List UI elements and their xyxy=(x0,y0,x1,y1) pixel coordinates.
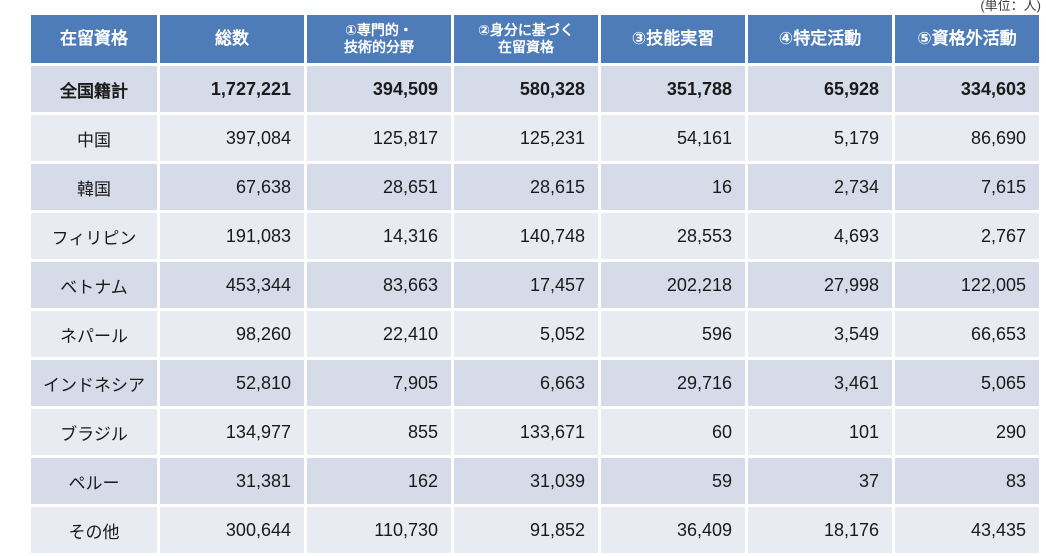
column-header-residence-status: 在留資格 xyxy=(28,12,160,66)
column-header-outside-qualification: ⑤資格外活動 xyxy=(892,12,1042,66)
data-cell: 351,788 xyxy=(598,63,748,115)
data-cell: 122,005 xyxy=(892,259,1042,311)
table-row-korea: 韓国 67,638 28,651 28,615 16 2,734 7,615 xyxy=(28,161,1042,213)
data-cell: 596 xyxy=(598,308,748,360)
data-cell: 162 xyxy=(304,455,454,507)
table-row-peru: ペルー 31,381 162 31,039 59 37 83 xyxy=(28,455,1042,507)
data-cell: 5,179 xyxy=(745,112,895,164)
data-cell: 22,410 xyxy=(304,308,454,360)
data-cell: 580,328 xyxy=(451,63,601,115)
data-cell: 2,767 xyxy=(892,210,1042,262)
data-cell: 14,316 xyxy=(304,210,454,262)
data-cell: 52,810 xyxy=(157,357,307,409)
data-cell: 43,435 xyxy=(892,504,1042,556)
column-header-total: 総数 xyxy=(157,12,307,66)
row-label: 韓国 xyxy=(28,161,160,213)
data-cell: 290 xyxy=(892,406,1042,458)
table-row-china: 中国 397,084 125,817 125,231 54,161 5,179 … xyxy=(28,112,1042,164)
data-cell: 6,663 xyxy=(451,357,601,409)
data-cell: 83,663 xyxy=(304,259,454,311)
data-cell: 1,727,221 xyxy=(157,63,307,115)
data-cell: 31,039 xyxy=(451,455,601,507)
row-label: インドネシア xyxy=(28,357,160,409)
data-cell: 36,409 xyxy=(598,504,748,556)
data-cell: 66,653 xyxy=(892,308,1042,360)
data-cell: 7,905 xyxy=(304,357,454,409)
data-cell: 101 xyxy=(745,406,895,458)
data-cell: 59 xyxy=(598,455,748,507)
data-cell: 83 xyxy=(892,455,1042,507)
column-header-designated-activities: ④特定活動 xyxy=(745,12,895,66)
data-cell: 300,644 xyxy=(157,504,307,556)
data-cell: 5,052 xyxy=(451,308,601,360)
residence-status-table: 在留資格 総数 ①専門的・ 技術的分野 ②身分に基づく 在留資格 ③技能実習 ④… xyxy=(28,12,1042,556)
data-cell: 27,998 xyxy=(745,259,895,311)
data-cell: 125,231 xyxy=(451,112,601,164)
data-cell: 98,260 xyxy=(157,308,307,360)
data-cell: 28,615 xyxy=(451,161,601,213)
data-cell: 140,748 xyxy=(451,210,601,262)
data-cell: 91,852 xyxy=(451,504,601,556)
data-cell: 3,461 xyxy=(745,357,895,409)
row-label: ベトナム xyxy=(28,259,160,311)
table-row-philippines: フィリピン 191,083 14,316 140,748 28,553 4,69… xyxy=(28,210,1042,262)
table-row-nepal: ネパール 98,260 22,410 5,052 596 3,549 66,65… xyxy=(28,308,1042,360)
row-label: ネパール xyxy=(28,308,160,360)
data-cell: 28,651 xyxy=(304,161,454,213)
column-header-status-based: ②身分に基づく 在留資格 xyxy=(451,12,601,66)
data-cell: 202,218 xyxy=(598,259,748,311)
data-cell: 134,977 xyxy=(157,406,307,458)
data-cell: 3,549 xyxy=(745,308,895,360)
data-cell: 110,730 xyxy=(304,504,454,556)
row-label: フィリピン xyxy=(28,210,160,262)
row-label: ペルー xyxy=(28,455,160,507)
data-cell: 16 xyxy=(598,161,748,213)
row-label: 全国籍計 xyxy=(28,63,160,115)
data-cell: 31,381 xyxy=(157,455,307,507)
row-label: その他 xyxy=(28,504,160,556)
table-row-brazil: ブラジル 134,977 855 133,671 60 101 290 xyxy=(28,406,1042,458)
data-cell: 855 xyxy=(304,406,454,458)
data-cell: 4,693 xyxy=(745,210,895,262)
header-row: 在留資格 総数 ①専門的・ 技術的分野 ②身分に基づく 在留資格 ③技能実習 ④… xyxy=(28,12,1042,66)
data-cell: 453,344 xyxy=(157,259,307,311)
data-cell: 86,690 xyxy=(892,112,1042,164)
data-cell: 7,615 xyxy=(892,161,1042,213)
data-cell: 65,928 xyxy=(745,63,895,115)
data-cell: 18,176 xyxy=(745,504,895,556)
table-row-vietnam: ベトナム 453,344 83,663 17,457 202,218 27,99… xyxy=(28,259,1042,311)
table-row-others: その他 300,644 110,730 91,852 36,409 18,176… xyxy=(28,504,1042,556)
data-cell: 17,457 xyxy=(451,259,601,311)
unit-label: (単位：人) xyxy=(980,0,1041,13)
data-cell: 54,161 xyxy=(598,112,748,164)
data-cell: 37 xyxy=(745,455,895,507)
column-header-professional-technical: ①専門的・ 技術的分野 xyxy=(304,12,454,66)
data-cell: 60 xyxy=(598,406,748,458)
row-label: ブラジル xyxy=(28,406,160,458)
data-cell: 2,734 xyxy=(745,161,895,213)
data-cell: 125,817 xyxy=(304,112,454,164)
row-label: 中国 xyxy=(28,112,160,164)
data-cell: 397,084 xyxy=(157,112,307,164)
data-cell: 133,671 xyxy=(451,406,601,458)
column-header-technical-intern: ③技能実習 xyxy=(598,12,748,66)
data-cell: 28,553 xyxy=(598,210,748,262)
data-cell: 5,065 xyxy=(892,357,1042,409)
data-cell: 29,716 xyxy=(598,357,748,409)
data-cell: 334,603 xyxy=(892,63,1042,115)
table-row-all-nationalities: 全国籍計 1,727,221 394,509 580,328 351,788 6… xyxy=(28,63,1042,115)
table-row-indonesia: インドネシア 52,810 7,905 6,663 29,716 3,461 5… xyxy=(28,357,1042,409)
data-cell: 67,638 xyxy=(157,161,307,213)
data-cell: 191,083 xyxy=(157,210,307,262)
data-cell: 394,509 xyxy=(304,63,454,115)
